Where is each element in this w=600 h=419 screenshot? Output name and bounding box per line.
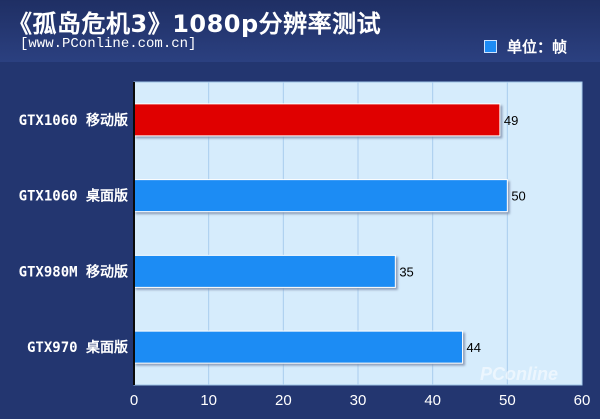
x-tick-label: 40: [424, 392, 441, 409]
category-label: GTX1060 移动版: [19, 112, 128, 129]
source-url: [www.PConline.com.cn]: [20, 36, 197, 52]
bar: [133, 254, 396, 288]
category-label: GTX970 桌面版: [27, 339, 128, 356]
x-tick-label: 50: [499, 392, 516, 409]
value-label: 50: [511, 189, 525, 204]
watermark: PConline: [480, 364, 559, 384]
bar: [133, 103, 501, 137]
value-label: 49: [504, 113, 518, 128]
x-tick-label: 30: [350, 392, 367, 409]
category-labels: GTX1060 移动版 GTX1060 桌面版 GTX980M 移动版 GTX970 …: [19, 112, 128, 356]
x-tick-label: 0: [130, 392, 138, 409]
value-label: 44: [467, 340, 481, 355]
category-label: GTX1060 桌面版: [19, 188, 128, 205]
x-tick-labels: 0 10 20 30 40 50 60: [130, 392, 591, 409]
bar-chart: GTX1060 移动版 GTX1060 桌面版 GTX980M 移动版 GTX970 …: [19, 81, 591, 409]
category-label: GTX980M 移动版: [19, 263, 128, 280]
bar: [133, 179, 508, 213]
legend-label: 单位：帧: [507, 39, 568, 56]
legend-swatch: [484, 40, 497, 53]
bars: [133, 103, 508, 364]
x-tick-label: 60: [574, 392, 591, 409]
chart-title: 《孤岛危机3》1080p分辨率测试: [8, 10, 382, 38]
legend: 单位：帧: [484, 36, 567, 57]
bar: [133, 330, 464, 364]
chart-header: 《孤岛危机3》1080p分辨率测试 [www.PConline.com.cn] …: [0, 0, 600, 62]
x-tick-label: 10: [200, 392, 217, 409]
x-tick-label: 20: [275, 392, 292, 409]
value-label: 35: [399, 264, 413, 279]
value-labels: 49 50 35 44: [399, 113, 525, 355]
